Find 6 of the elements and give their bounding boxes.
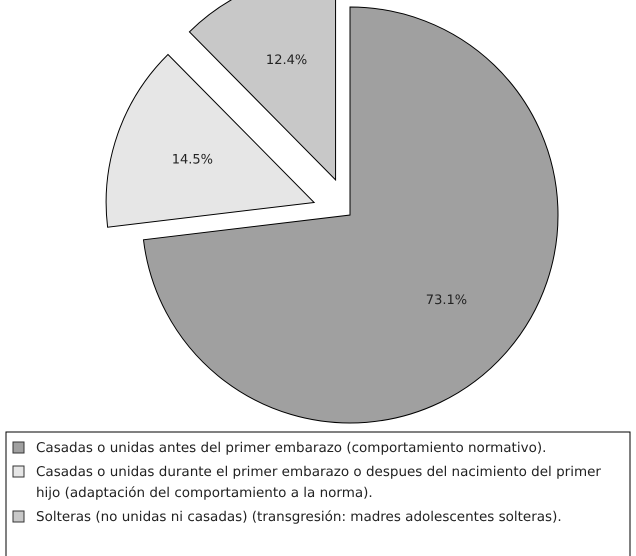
data-label: 73.1% xyxy=(426,293,468,308)
legend-label: Solteras (no unidas ni casadas) (transgresión: madres adolescentes solteras). xyxy=(36,509,562,525)
data-label: 12.4% xyxy=(266,53,308,68)
data-label: 14.5% xyxy=(172,152,214,168)
legend-label: Casadas o unidas antes del primer embarazo (comportamiento normativo). xyxy=(36,440,546,456)
legend-label: Casadas o unidas durante el primer embarazo o despues del nacimiento del primer hijo (adaptación del comportamiento a la norma). xyxy=(36,464,602,501)
